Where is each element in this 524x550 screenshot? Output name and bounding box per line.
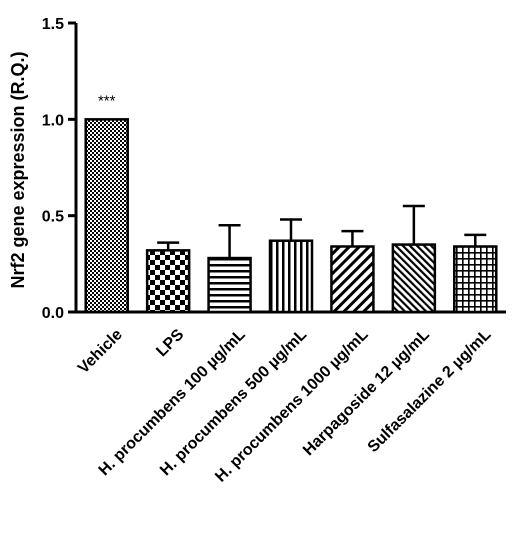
y-tick-label: 0.5 (42, 209, 64, 226)
significance-label: *** (98, 92, 116, 109)
y-tick-label: 1.0 (42, 112, 64, 129)
bar-6 (391, 243, 437, 314)
bar-2 (145, 249, 191, 314)
annotations: *** (98, 92, 116, 109)
error-bars (157, 204, 487, 259)
bar-1 (84, 118, 129, 314)
y-tick-label: 1.5 (42, 16, 64, 33)
bars (84, 118, 498, 314)
bar-5 (330, 245, 375, 314)
y-axis-title: Nrf2 gene expression (R.Q.) (8, 51, 28, 288)
y-tick-label: 0.0 (42, 305, 64, 322)
bar-7 (453, 245, 498, 314)
bar-3 (207, 256, 252, 314)
x-tick-label: Sulfasalazine 2 µg/mL (365, 326, 495, 456)
x-tick-label: Harpagoside 12 µg/mL (300, 326, 433, 459)
bar-4 (268, 239, 314, 314)
x-tick-label: Vehicle (75, 326, 126, 377)
y-axis-ticks: 0.0 0.5 1.0 1.5 (42, 16, 76, 322)
x-tick-label: LPS (153, 326, 187, 360)
